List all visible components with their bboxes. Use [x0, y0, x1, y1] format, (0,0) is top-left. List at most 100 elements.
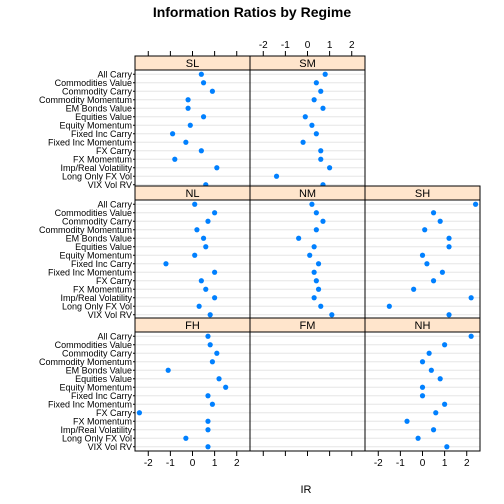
- x-tick-label: -2: [144, 458, 153, 469]
- strip-label: FM: [300, 320, 316, 332]
- data-point: [309, 201, 315, 207]
- panel-frame: [364, 317, 481, 452]
- data-point: [196, 303, 202, 309]
- data-point: [446, 244, 452, 250]
- category-label: FX Momentum: [73, 154, 132, 164]
- category-label: Commodities Value: [55, 340, 132, 350]
- category-label: Imp/Real Volatility: [60, 163, 132, 173]
- data-point: [198, 71, 204, 77]
- data-point: [200, 114, 207, 120]
- data-point: [422, 227, 428, 233]
- data-point: [419, 252, 426, 258]
- data-point: [307, 252, 313, 258]
- data-point: [203, 244, 209, 250]
- data-point: [273, 173, 280, 179]
- data-point: [419, 393, 426, 399]
- category-label: Fixed Inc Carry: [71, 391, 133, 401]
- data-point: [415, 435, 421, 441]
- data-point: [468, 295, 474, 301]
- data-point: [300, 139, 306, 145]
- strip-label: NH: [415, 320, 431, 332]
- data-point: [311, 269, 317, 275]
- panel-fm: FM: [249, 317, 366, 452]
- data-point: [136, 410, 143, 416]
- data-point: [205, 427, 211, 433]
- category-label: Commodity Momentum: [39, 225, 132, 235]
- category-label: Equities Value: [75, 374, 132, 384]
- data-point: [223, 384, 229, 390]
- data-point: [192, 201, 198, 207]
- category-label: Commodity Carry: [62, 216, 133, 226]
- data-point: [322, 71, 328, 77]
- data-point: [203, 286, 209, 292]
- data-point: [419, 384, 426, 390]
- data-point: [311, 295, 317, 301]
- category-label: Commodity Carry: [62, 348, 133, 358]
- data-point: [214, 165, 220, 171]
- category-label: Commodity Momentum: [39, 357, 132, 367]
- category-label: Commodity Momentum: [39, 95, 132, 105]
- data-point: [411, 286, 417, 292]
- panel-sm: SM: [249, 55, 366, 190]
- data-point: [329, 312, 335, 318]
- data-point: [437, 376, 443, 382]
- category-label: Equity Momentum: [59, 382, 132, 392]
- category-label: VIX Vol RV: [88, 442, 132, 452]
- x-tick-label: 1: [442, 458, 448, 469]
- x-tick-label: 2: [349, 40, 355, 51]
- panel-nm: NM: [249, 185, 366, 320]
- category-label: Imp/Real Volatility: [60, 425, 132, 435]
- data-point: [386, 303, 392, 309]
- data-point: [207, 312, 213, 318]
- x-tick-label: 2: [464, 458, 470, 469]
- category-label: Long Only FX Vol: [62, 301, 132, 311]
- panel-frame: [249, 185, 366, 320]
- data-point: [468, 333, 474, 339]
- data-point: [187, 122, 193, 128]
- panel-frame: [364, 185, 481, 320]
- category-label: VIX Vol RV: [88, 180, 132, 190]
- data-point: [172, 156, 178, 162]
- category-label: Long Only FX Vol: [62, 171, 132, 181]
- x-tick-label: 0: [190, 458, 196, 469]
- category-label: Fixed Inc Carry: [71, 259, 133, 269]
- category-label: FX Momentum: [73, 416, 132, 426]
- category-label: FX Momentum: [73, 284, 132, 294]
- panel-nl: NL: [134, 185, 251, 320]
- x-tick-label: 1: [327, 40, 333, 51]
- data-point: [472, 201, 479, 207]
- data-point: [205, 333, 211, 339]
- data-point: [426, 350, 432, 356]
- data-point: [404, 418, 410, 424]
- x-tick-label: -2: [259, 40, 268, 51]
- data-point: [430, 427, 437, 433]
- data-point: [419, 359, 426, 365]
- data-point: [216, 376, 222, 382]
- data-point: [313, 131, 319, 137]
- panel-frame: [249, 317, 366, 452]
- data-point: [185, 105, 191, 111]
- x-tick-label: 2: [234, 458, 240, 469]
- data-point: [183, 139, 189, 145]
- data-point: [315, 261, 322, 267]
- category-label: Fixed Inc Momentum: [48, 137, 132, 147]
- data-point: [185, 97, 191, 103]
- data-point: [198, 148, 204, 154]
- data-point: [212, 295, 218, 301]
- data-point: [424, 261, 430, 267]
- data-point: [430, 278, 437, 284]
- category-label: Equity Momentum: [59, 250, 132, 260]
- data-point: [311, 244, 317, 250]
- data-point: [430, 210, 437, 216]
- category-label: EM Bonds Value: [66, 103, 132, 113]
- data-point: [214, 350, 220, 356]
- x-tick-label: 1: [212, 458, 218, 469]
- data-point: [205, 418, 211, 424]
- panel-nh: NH: [364, 317, 481, 452]
- chart-title: Information Ratios by Regime: [153, 4, 352, 20]
- panel-frame: [134, 317, 251, 452]
- strip-label: SH: [415, 188, 430, 200]
- data-point: [209, 359, 216, 365]
- data-point: [446, 235, 452, 241]
- panel-sh: SH: [364, 185, 481, 320]
